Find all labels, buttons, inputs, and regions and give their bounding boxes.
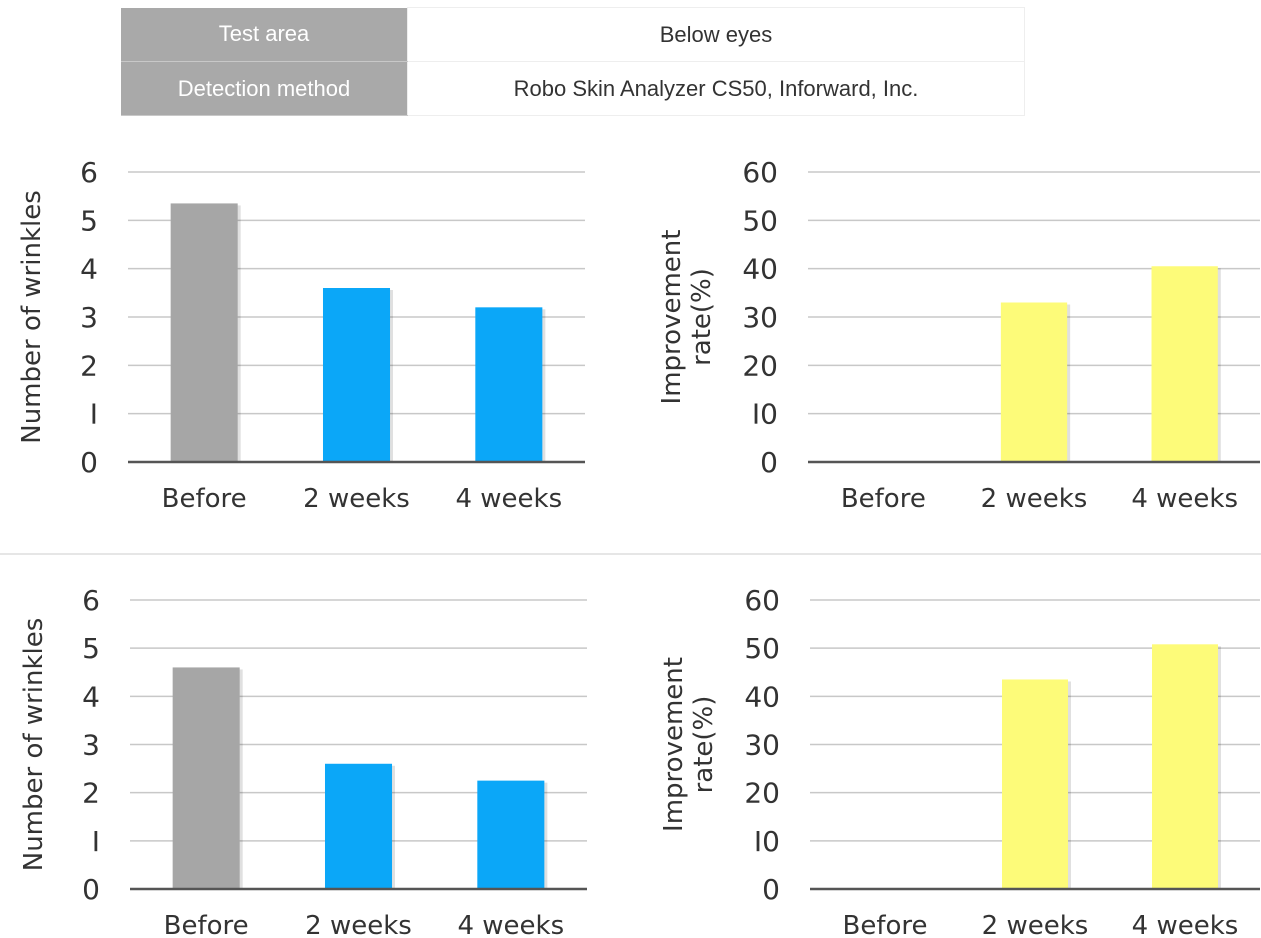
- y-tick-label: I0: [752, 398, 778, 431]
- section-divider: [0, 553, 1261, 555]
- y-tick-label: 20: [742, 349, 778, 382]
- y-tick-label: 2: [82, 777, 100, 810]
- y-axis-title: Number of wrinkles: [19, 618, 49, 872]
- x-tick-label: 4 weeks: [1131, 484, 1238, 514]
- y-tick-label: 0: [762, 873, 780, 906]
- y-tick-label: 0: [82, 873, 100, 906]
- y-tick-label: 40: [742, 253, 778, 286]
- y-axis-title: Improvement: [659, 657, 689, 832]
- y-tick-label: 40: [744, 680, 780, 713]
- y-tick-label: 0: [80, 446, 98, 479]
- y-tick-label: 50: [744, 632, 780, 665]
- info-row-detection-method: Detection method Robo Skin Analyzer CS50…: [121, 61, 1025, 116]
- detection-method-label: Detection method: [121, 61, 408, 116]
- y-tick-label: 30: [744, 729, 780, 762]
- y-tick-label: 5: [80, 204, 98, 237]
- bar-before: [170, 203, 238, 462]
- bar-4-weeks: [1152, 644, 1218, 889]
- y-tick-label: 5: [82, 632, 100, 665]
- y-tick-label: 3: [80, 301, 98, 334]
- x-tick-label: 2 weeks: [303, 484, 410, 514]
- x-tick-label: 2 weeks: [981, 484, 1088, 514]
- bar-4-weeks: [475, 307, 543, 462]
- y-axis-title: Improvement: [657, 230, 687, 405]
- y-tick-label: 4: [80, 253, 98, 286]
- y-tick-label: I: [92, 825, 100, 858]
- bar-2-weeks: [1000, 302, 1068, 462]
- y-axis-title: rate(%): [689, 696, 719, 794]
- x-tick-label: Before: [162, 484, 247, 514]
- y-tick-label: 60: [744, 584, 780, 617]
- x-tick-label: Before: [842, 911, 927, 938]
- y-axis-title: Number of wrinkles: [17, 190, 47, 444]
- info-table: Test area Below eyes Detection method Ro…: [121, 7, 1025, 116]
- y-tick-label: 4: [82, 680, 100, 713]
- bar-4-weeks: [1151, 266, 1218, 462]
- y-tick-label: I0: [754, 825, 780, 858]
- x-tick-label: 4 weeks: [457, 911, 564, 938]
- y-tick-label: 6: [80, 156, 98, 189]
- y-tick-label: 3: [82, 729, 100, 762]
- x-tick-label: Before: [164, 911, 249, 938]
- y-tick-label: 0: [760, 446, 778, 479]
- x-tick-label: Before: [841, 484, 926, 514]
- test-area-label: Test area: [121, 7, 408, 62]
- detection-method-value: Robo Skin Analyzer CS50, Inforward, Inc.: [407, 61, 1025, 116]
- y-tick-label: I: [90, 398, 98, 431]
- x-tick-label: 2 weeks: [982, 911, 1089, 938]
- bar-4-weeks: [477, 780, 545, 889]
- y-tick-label: 6: [82, 584, 100, 617]
- y-tick-label: 60: [742, 156, 778, 189]
- x-tick-label: 4 weeks: [1132, 911, 1239, 938]
- bar-before: [172, 667, 240, 889]
- test-area-value: Below eyes: [407, 7, 1025, 62]
- y-tick-label: 20: [744, 777, 780, 810]
- y-axis-title: rate(%): [687, 268, 717, 366]
- x-tick-label: 2 weeks: [305, 911, 412, 938]
- bar-2-weeks: [324, 763, 393, 889]
- bar-2-weeks: [1002, 679, 1068, 889]
- x-tick-label: 4 weeks: [455, 484, 562, 514]
- y-tick-label: 30: [742, 301, 778, 334]
- y-tick-label: 50: [742, 204, 778, 237]
- y-tick-label: 2: [80, 349, 98, 382]
- bar-2-weeks: [322, 288, 391, 462]
- info-row-test-area: Test area Below eyes: [121, 7, 1025, 62]
